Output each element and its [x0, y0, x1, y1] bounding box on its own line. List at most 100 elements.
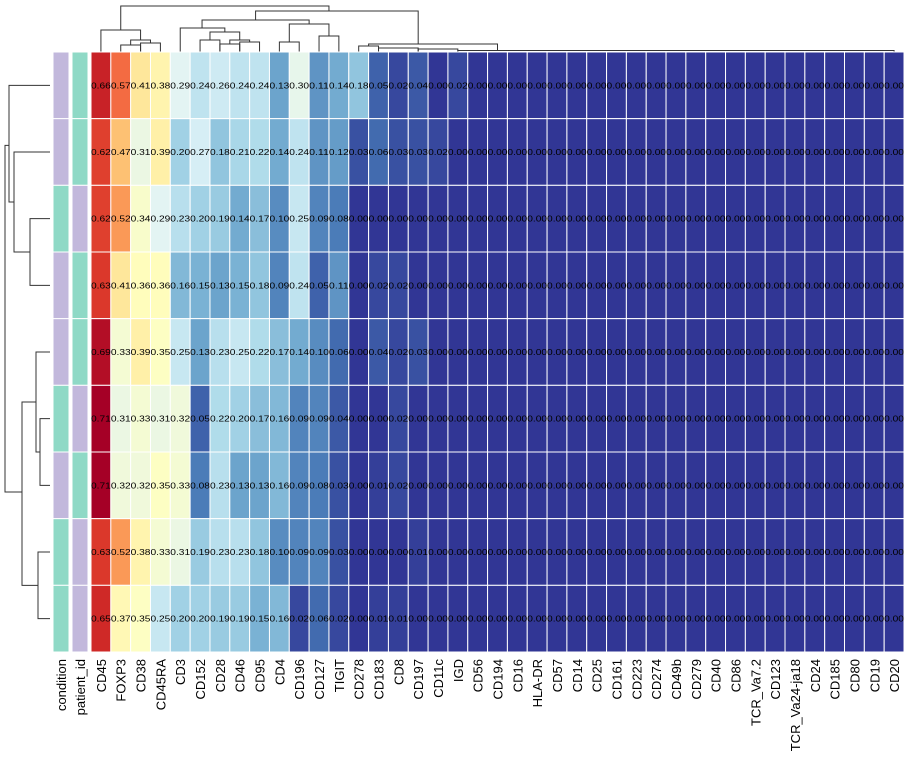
cell-value-label: 0.00 — [864, 80, 884, 90]
cell-value-label: 0.20 — [190, 614, 210, 624]
cell-value-label: 0.00 — [706, 147, 726, 157]
column-label: CD279 — [689, 659, 704, 699]
cell-value-label: 0.00 — [805, 547, 825, 557]
cell-value-label: 0.00 — [884, 280, 904, 290]
cell-value-label: 0.08 — [190, 480, 210, 490]
cell-value-label: 0.00 — [765, 614, 785, 624]
cell-value-label: 0.13 — [210, 280, 230, 290]
cell-value-label: 0.06 — [369, 147, 389, 157]
cell-value-label: 0.00 — [507, 414, 527, 424]
cell-value-label: 0.00 — [805, 280, 825, 290]
cell-value-label: 0.00 — [587, 80, 607, 90]
cell-value-label: 0.25 — [230, 347, 250, 357]
cell-value-label: 0.00 — [805, 147, 825, 157]
cell-value-label: 0.14 — [289, 347, 309, 357]
cell-value-label: 0.00 — [745, 414, 765, 424]
cell-value-label: 0.52 — [111, 214, 131, 224]
dendrogram-branch — [35, 351, 50, 453]
cell-value-label: 0.33 — [111, 347, 131, 357]
cell-value-label: 0.00 — [408, 480, 428, 490]
cell-value-label: 0.00 — [587, 414, 607, 424]
cell-value-label: 0.00 — [646, 147, 666, 157]
cell-value-label: 0.00 — [408, 614, 428, 624]
cell-value-label: 0.00 — [646, 547, 666, 557]
cell-value-label: 0.69 — [91, 347, 111, 357]
cell-value-label: 0.00 — [587, 214, 607, 224]
cell-value-label: 0.00 — [488, 214, 508, 224]
cell-value-label: 0.22 — [250, 147, 270, 157]
cell-value-label: 0.00 — [864, 414, 884, 424]
cell-value-label: 0.23 — [210, 480, 230, 490]
cell-value-label: 0.00 — [388, 214, 408, 224]
cell-value-label: 0.00 — [527, 280, 547, 290]
cell-value-label: 0.00 — [547, 480, 567, 490]
cell-value-label: 0.00 — [726, 480, 746, 490]
cell-value-label: 0.09 — [309, 414, 329, 424]
cell-value-label: 0.00 — [805, 214, 825, 224]
cell-value-label: 0.37 — [111, 614, 131, 624]
cell-value-label: 0.17 — [269, 347, 289, 357]
cell-value-label: 0.00 — [349, 480, 369, 490]
column-label: CD95 — [253, 659, 268, 692]
annotation-label: condition — [54, 659, 69, 711]
cell-value-label: 0.00 — [448, 414, 468, 424]
cell-value-label: 0.09 — [289, 414, 309, 424]
cell-value-label: 0.00 — [349, 414, 369, 424]
cell-value-label: 0.00 — [428, 480, 448, 490]
cell-value-label: 0.00 — [468, 614, 488, 624]
cell-value-label: 0.00 — [527, 347, 547, 357]
cell-value-label: 0.03 — [388, 147, 408, 157]
cell-value-label: 0.00 — [646, 214, 666, 224]
cell-value-label: 0.00 — [448, 147, 468, 157]
cell-value-label: 0.33 — [150, 547, 170, 557]
cell-value-label: 0.00 — [666, 214, 686, 224]
cell-value-label: 0.00 — [745, 347, 765, 357]
cell-value-label: 0.00 — [349, 214, 369, 224]
cell-value-label: 0.00 — [726, 347, 746, 357]
cell-value-label: 0.62 — [91, 147, 111, 157]
cell-value-label: 0.24 — [250, 80, 270, 90]
cell-value-label: 0.20 — [190, 214, 210, 224]
cell-value-label: 0.00 — [587, 480, 607, 490]
cell-value-label: 0.09 — [289, 480, 309, 490]
annotation-labels: condition patient_id — [54, 659, 88, 715]
cell-value-label: 0.00 — [686, 214, 706, 224]
cell-value-label: 0.02 — [428, 147, 448, 157]
cell-value-label: 0.00 — [884, 147, 904, 157]
cell-value-label: 0.11 — [309, 80, 329, 90]
column-label: CD16 — [510, 659, 525, 692]
cell-value-label: 0.00 — [468, 280, 488, 290]
cell-value-label: 0.24 — [190, 80, 210, 90]
cell-value-label: 0.02 — [369, 280, 389, 290]
cell-value-label: 0.19 — [210, 614, 230, 624]
cell-value-label: 0.18 — [349, 80, 369, 90]
column-label: CD56 — [471, 659, 486, 692]
cell-value-label: 0.00 — [408, 280, 428, 290]
cell-value-label: 0.00 — [706, 80, 726, 90]
dendrogram-branch — [13, 151, 50, 253]
cell-value-label: 0.00 — [607, 480, 627, 490]
cell-value-label: 0.00 — [607, 214, 627, 224]
column-label: CD40 — [709, 659, 724, 692]
cell-value-label: 0.25 — [289, 214, 309, 224]
cell-value-label: 0.13 — [230, 480, 250, 490]
cell-value-label: 0.00 — [706, 214, 726, 224]
condition-annotation-cell — [52, 318, 70, 386]
cell-value-label: 0.09 — [269, 280, 289, 290]
cell-value-label: 0.02 — [448, 80, 468, 90]
cell-value-label: 0.00 — [567, 347, 587, 357]
column-label: IGD — [451, 659, 466, 682]
column-label: CD196 — [292, 659, 307, 699]
cell-value-label: 0.04 — [329, 414, 349, 424]
cell-value-label: 0.09 — [289, 547, 309, 557]
cell-value-label: 0.00 — [686, 614, 706, 624]
column-label: CD20 — [887, 659, 902, 692]
cell-value-label: 0.00 — [448, 214, 468, 224]
cell-value-label: 0.00 — [547, 147, 567, 157]
column-label: CD123 — [768, 659, 783, 699]
cell-value-label: 0.00 — [845, 280, 865, 290]
cell-value-label: 0.31 — [131, 147, 151, 157]
dendrogram-branch — [358, 45, 380, 52]
cell-value-label: 0.23 — [210, 347, 230, 357]
cell-value-label: 0.00 — [567, 547, 587, 557]
